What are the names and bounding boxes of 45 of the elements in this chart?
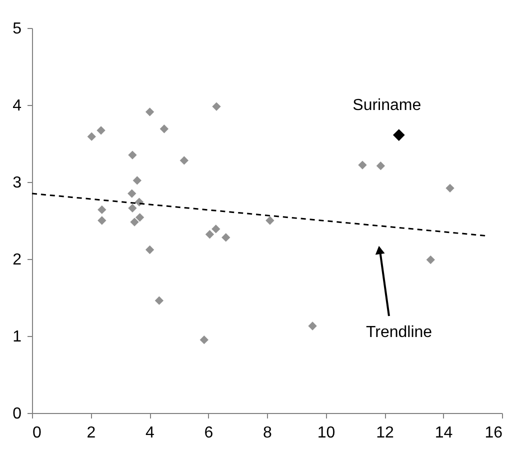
point (205, 230, 214, 239)
x-tick-label: 10 (317, 424, 336, 442)
point (446, 184, 454, 192)
point (392, 129, 405, 141)
y-tick-label: 0 (12, 406, 22, 422)
y-tick-label: 5 (12, 20, 22, 38)
y-tick-label: 2 (12, 252, 22, 268)
point (180, 156, 188, 165)
point (128, 189, 136, 198)
x-tick-label: 12 (376, 424, 394, 442)
series-label: Suriname (352, 97, 422, 114)
point (130, 218, 139, 226)
point (87, 132, 96, 141)
point (266, 216, 274, 225)
point (128, 204, 137, 213)
point (426, 255, 435, 264)
point (200, 336, 208, 344)
x-tick-label: 16 (484, 424, 503, 442)
point (135, 213, 144, 222)
point (134, 198, 144, 206)
x-tick-label: 8 (263, 424, 272, 442)
point (98, 205, 106, 214)
point (222, 233, 230, 242)
point (376, 162, 386, 170)
y-tick-label: 1 (12, 328, 22, 346)
point (145, 245, 154, 254)
y-tick-label: 4 (12, 98, 22, 114)
annotation: Trendline (366, 324, 432, 341)
point (132, 176, 142, 185)
y-tick-label: 3 (12, 174, 22, 192)
x-tick-label: 2 (86, 424, 96, 442)
point (308, 322, 317, 330)
point (358, 160, 367, 170)
point (145, 108, 154, 116)
point (212, 224, 220, 234)
point (212, 102, 221, 111)
point (160, 124, 169, 134)
x-tick-label: 0 (32, 424, 42, 442)
x-tick-label: 6 (204, 424, 214, 442)
x-tick-label: 14 (434, 424, 453, 442)
point (96, 126, 106, 135)
point (98, 216, 106, 225)
x-tick-label: 4 (146, 424, 155, 442)
point (128, 150, 137, 160)
point (154, 296, 164, 305)
